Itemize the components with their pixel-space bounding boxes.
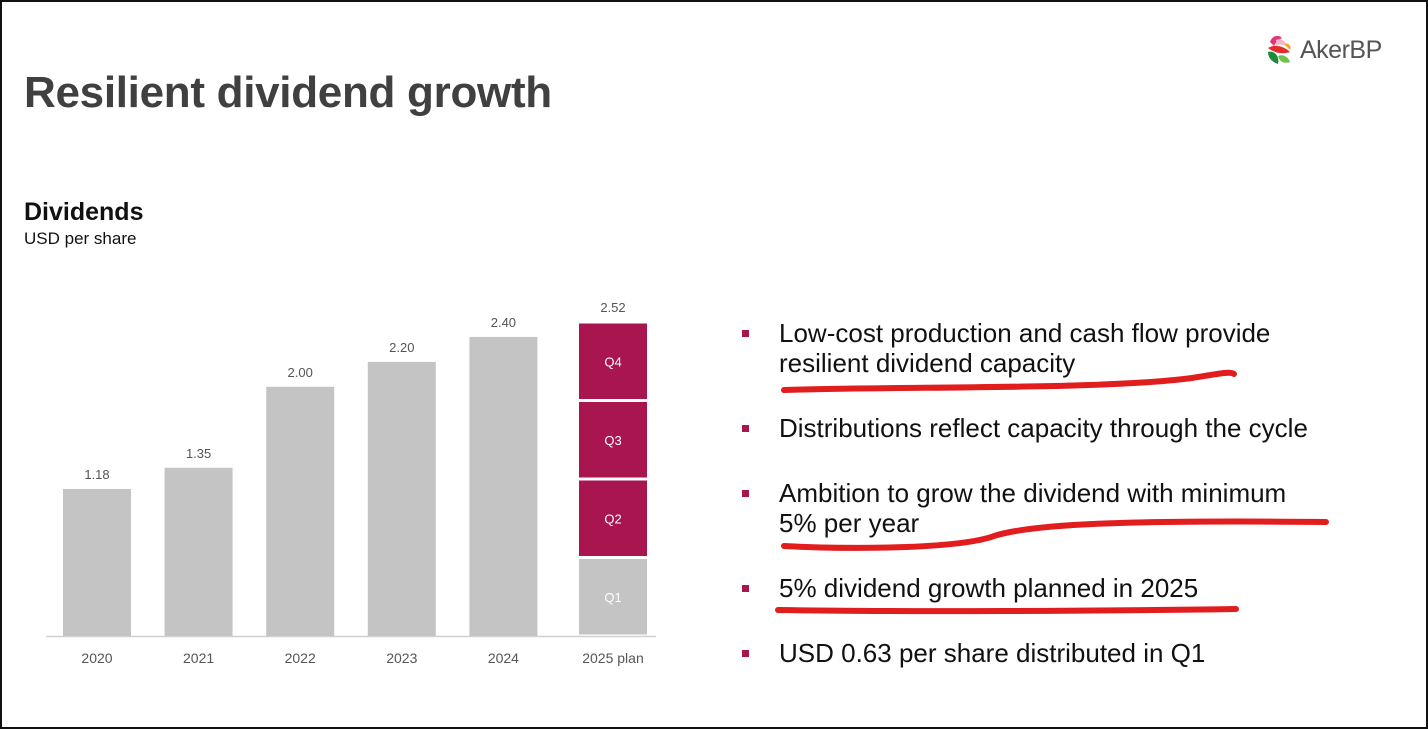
bar-segment-q1 [579, 559, 647, 635]
bullet-marker [742, 490, 749, 497]
bullet-line: USD 0.63 per share distributed in Q1 [779, 638, 1206, 668]
bullet-line: resilient dividend capacity [779, 348, 1076, 378]
chart-subtitle: USD per share [24, 229, 137, 248]
bullet-text-1: Low-cost production and cash flow provid… [779, 318, 1270, 378]
logo-text: AkerBP [1300, 35, 1382, 64]
bullet-line: 5% dividend growth planned in 2025 [779, 573, 1199, 603]
x-tick-label: 2023 [386, 650, 417, 666]
bar-2021 [164, 467, 233, 636]
bullet-line: Distributions reflect capacity through t… [779, 413, 1308, 443]
bar-2024 [469, 336, 538, 636]
bullet-item-2: Distributions reflect capacity through t… [742, 413, 1308, 443]
dividend-bar-chart: 1.18 2020 1.35 2021 2.00 2022 2.20 2023 2.40 2024… [46, 300, 656, 666]
bar-segment-q4 [579, 323, 647, 399]
x-tick-label: 2025 plan [582, 650, 644, 666]
company-logo: AkerBP [1264, 32, 1382, 68]
bullet-marker [742, 425, 749, 432]
bullet-text-4: 5% dividend growth planned in 2025 [779, 573, 1198, 603]
bullet-item-1: Low-cost production and cash flow provid… [742, 318, 1270, 378]
underline-annotation-3 [775, 606, 1239, 615]
x-tick-label: 2022 [285, 650, 316, 666]
bar-segment-q3 [579, 402, 647, 478]
bullet-line: Low-cost production and cash flow provid… [779, 318, 1271, 348]
bullet-item-5: USD 0.63 per share distributed in Q1 [742, 638, 1205, 668]
bar-segment-q2 [579, 480, 647, 556]
segment-label-q2: Q2 [604, 511, 621, 526]
bullet-marker [742, 650, 749, 657]
bar-2020 [63, 488, 131, 636]
value-label: 2.52 [600, 300, 625, 315]
bullet-item-4: 5% dividend growth planned in 2025 [742, 573, 1198, 603]
segment-label-q3: Q3 [604, 433, 621, 448]
x-tick-label: 2021 [183, 650, 214, 666]
value-label: 1.35 [186, 446, 211, 461]
value-label: 1.18 [84, 467, 109, 482]
bar-2023 [367, 361, 436, 636]
value-label: 2.20 [389, 340, 414, 355]
x-tick-label: 2024 [488, 650, 519, 666]
bullet-text-5: USD 0.63 per share distributed in Q1 [779, 638, 1205, 668]
bullet-line: 5% per year [779, 508, 920, 538]
value-label: 2.40 [491, 315, 516, 330]
bullet-text-2: Distributions reflect capacity through t… [779, 413, 1308, 443]
segment-label-q1: Q1 [604, 590, 621, 605]
value-label: 2.00 [288, 365, 313, 380]
bullet-item-3: Ambition to grow the dividend with minim… [742, 478, 1286, 538]
chart-title: Dividends [24, 198, 144, 226]
bullet-marker [742, 585, 749, 592]
slide-title: Resilient dividend growth [24, 68, 552, 117]
x-tick-label: 2020 [81, 650, 112, 666]
aker-logo-icon [1268, 35, 1291, 64]
bullet-text-3: Ambition to grow the dividend with minim… [779, 478, 1286, 538]
bullet-marker [742, 330, 749, 337]
bar-2022 [266, 386, 335, 636]
bullet-line: Ambition to grow the dividend with minim… [779, 478, 1287, 508]
segment-label-q4: Q4 [604, 354, 621, 369]
